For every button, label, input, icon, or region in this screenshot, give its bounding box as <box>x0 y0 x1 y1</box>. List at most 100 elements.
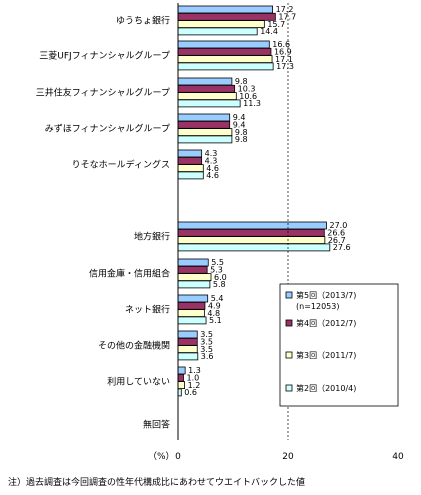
category-label: ゆうちょ銀行 <box>116 14 170 26</box>
data-label: 3.5 <box>200 338 213 347</box>
data-label: 1.0 <box>187 374 200 383</box>
data-label: 9.8 <box>235 77 248 86</box>
data-label: 4.9 <box>208 302 221 311</box>
labels-layer: ゆうちょ銀行 17.217.715.714.4 三菱UFJフィナンシャルグループ 16… <box>36 5 351 430</box>
legend-label: 第3回（2011/7) <box>296 350 356 360</box>
data-label: 0.6 <box>184 388 197 397</box>
data-label: 5.3 <box>210 266 223 275</box>
bar <box>177 55 273 63</box>
data-label: 17.3 <box>276 62 294 71</box>
bar <box>177 5 273 14</box>
bar <box>177 113 231 122</box>
bar <box>177 164 204 173</box>
bar <box>177 236 326 245</box>
data-label: 6.0 <box>214 273 227 282</box>
category-label: みずほフィナンシャルグループ <box>45 122 170 134</box>
data-label: 3.5 <box>200 345 213 354</box>
x-tick-label: 20 <box>282 452 294 462</box>
bar <box>177 149 203 158</box>
data-label: 1.3 <box>188 366 201 375</box>
data-label: 26.7 <box>328 236 346 245</box>
x-tick-label: 0 <box>175 452 181 462</box>
legend-swatch <box>285 384 293 392</box>
category-label: 三菱UFJフィナンシャルグループ <box>39 49 170 61</box>
data-label: 3.5 <box>200 330 213 339</box>
bar <box>177 228 325 237</box>
legend: 第5回（2013/7) (n=12053) 第4回（2012/7) 第3回（2011/… <box>279 283 399 407</box>
bar <box>177 156 203 165</box>
bar <box>177 243 331 252</box>
bar <box>177 27 258 36</box>
legend-label: 第2回（2010/4) <box>296 383 356 393</box>
category-label: 利用していない <box>107 375 170 387</box>
data-label: 11.3 <box>243 99 261 108</box>
data-label: 9.8 <box>235 135 248 144</box>
data-label: 15.7 <box>267 20 285 29</box>
bar <box>177 221 327 230</box>
bar <box>177 330 198 339</box>
data-label: 14.4 <box>260 27 278 36</box>
data-label: 4.6 <box>206 164 219 173</box>
data-label: 27.6 <box>333 243 351 252</box>
bar <box>177 120 231 129</box>
data-label: 4.3 <box>205 149 218 158</box>
bar <box>177 309 205 318</box>
legend-label-note: (n=12053) <box>296 302 339 311</box>
legend-label: 第4回（2012/7) <box>296 318 356 328</box>
bar <box>177 265 208 274</box>
data-label: 5.8 <box>213 280 226 289</box>
legend-swatch <box>285 351 293 359</box>
bar <box>177 301 206 310</box>
bar <box>177 128 233 137</box>
bar <box>177 280 211 289</box>
category-label: その他の金融機関 <box>98 339 170 351</box>
data-label: 10.3 <box>238 85 256 94</box>
legend-label: 第5回（2013/7) <box>296 290 356 300</box>
bar <box>177 171 204 180</box>
data-label: 17.2 <box>276 5 294 14</box>
category-label: 地方銀行 <box>134 230 170 242</box>
bar <box>177 258 209 267</box>
data-label: 5.4 <box>211 294 224 303</box>
bar <box>177 84 236 93</box>
data-label: 1.2 <box>188 381 201 390</box>
bar <box>177 12 276 21</box>
bar <box>177 92 237 100</box>
bar <box>177 20 265 29</box>
data-label: 4.6 <box>206 171 219 180</box>
data-label: 5.1 <box>209 316 222 325</box>
data-label: 3.6 <box>201 352 214 361</box>
data-label: 27.0 <box>330 221 348 230</box>
unit-label: （%） <box>148 451 175 462</box>
bar <box>177 366 186 375</box>
bar <box>177 47 272 56</box>
data-label: 9.8 <box>235 128 248 137</box>
data-label: 17.1 <box>275 55 293 64</box>
bar <box>177 316 207 325</box>
data-label: 4.3 <box>205 157 218 166</box>
bar <box>177 294 209 303</box>
bar <box>177 99 241 108</box>
bar <box>177 62 274 71</box>
category-label: ネット銀行 <box>125 303 170 315</box>
bars-layer <box>177 5 331 397</box>
data-label: 26.6 <box>327 229 345 238</box>
bar <box>177 135 233 144</box>
data-label: 16.9 <box>274 48 292 57</box>
data-label: 16.6 <box>272 40 290 49</box>
data-label: 17.7 <box>278 13 296 22</box>
data-label: 9.4 <box>233 113 246 122</box>
category-label: 三井住友フィナンシャルグループ <box>36 86 170 98</box>
legend-swatch <box>285 291 293 299</box>
footnote: 注）過去調査は今回調査の性年代構成比にあわせてウエイトバックした値 <box>8 476 305 488</box>
x-tick-label: 40 <box>392 452 404 462</box>
bar <box>177 77 233 86</box>
bar <box>177 273 212 282</box>
bar <box>177 337 198 346</box>
category-label: りそなホールディングス <box>72 158 170 170</box>
bar <box>177 40 270 49</box>
data-label: 5.5 <box>211 258 224 267</box>
legend-swatch <box>285 319 293 327</box>
category-label: 無回答 <box>143 418 170 430</box>
